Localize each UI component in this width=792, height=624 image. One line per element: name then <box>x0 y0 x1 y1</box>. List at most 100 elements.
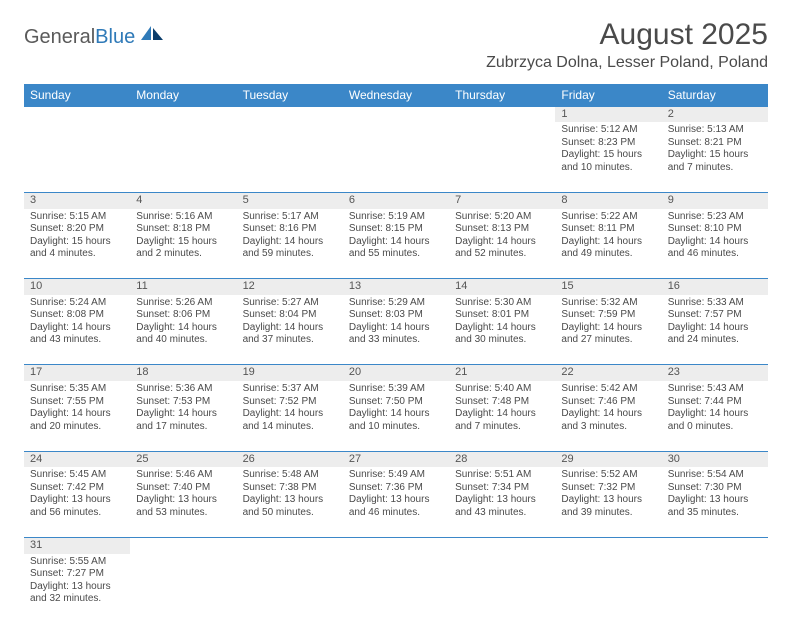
sunrise-text: Sunrise: 5:39 AM <box>349 383 443 396</box>
sunset-text: Sunset: 8:06 PM <box>136 309 230 322</box>
day-details: Sunrise: 5:49 AMSunset: 7:36 PMDaylight:… <box>343 467 449 523</box>
sunset-text: Sunset: 7:38 PM <box>243 482 337 495</box>
weekday-header: Thursday <box>449 84 555 107</box>
daylight-text: Daylight: 13 hours and 39 minutes. <box>561 494 655 519</box>
daylight-text: Daylight: 14 hours and 55 minutes. <box>349 236 443 261</box>
empty-cell <box>24 107 130 123</box>
day-details: Sunrise: 5:39 AMSunset: 7:50 PMDaylight:… <box>343 381 449 437</box>
day-details: Sunrise: 5:23 AMSunset: 8:10 PMDaylight:… <box>662 209 768 265</box>
day-details: Sunrise: 5:40 AMSunset: 7:48 PMDaylight:… <box>449 381 555 437</box>
sunset-text: Sunset: 7:32 PM <box>561 482 655 495</box>
day-number: 15 <box>555 279 661 295</box>
weekday-header: Wednesday <box>343 84 449 107</box>
sunrise-text: Sunrise: 5:26 AM <box>136 297 230 310</box>
sunrise-text: Sunrise: 5:32 AM <box>561 297 655 310</box>
daylight-text: Daylight: 14 hours and 49 minutes. <box>561 236 655 261</box>
sunrise-text: Sunrise: 5:23 AM <box>668 211 762 224</box>
page-header: GeneralBlue August 2025 Zubrzyca Dolna, … <box>24 18 768 76</box>
daylight-text: Daylight: 15 hours and 10 minutes. <box>561 149 655 174</box>
day-data-row: Sunrise: 5:12 AMSunset: 8:23 PMDaylight:… <box>24 122 768 192</box>
day-number: 20 <box>343 365 449 381</box>
sunset-text: Sunset: 8:11 PM <box>561 223 655 236</box>
day-details: Sunrise: 5:33 AMSunset: 7:57 PMDaylight:… <box>662 295 768 351</box>
empty-cell <box>130 537 236 553</box>
sunrise-text: Sunrise: 5:24 AM <box>30 297 124 310</box>
daylight-text: Daylight: 14 hours and 59 minutes. <box>243 236 337 261</box>
daylight-text: Daylight: 15 hours and 2 minutes. <box>136 236 230 261</box>
day-number: 7 <box>449 192 555 208</box>
sunrise-text: Sunrise: 5:46 AM <box>136 469 230 482</box>
empty-cell <box>343 107 449 123</box>
sunset-text: Sunset: 7:50 PM <box>349 396 443 409</box>
day-number: 22 <box>555 365 661 381</box>
day-number-row: 10111213141516 <box>24 279 768 295</box>
sunrise-text: Sunrise: 5:52 AM <box>561 469 655 482</box>
day-number: 12 <box>237 279 343 295</box>
day-details: Sunrise: 5:22 AMSunset: 8:11 PMDaylight:… <box>555 209 661 265</box>
sunset-text: Sunset: 7:59 PM <box>561 309 655 322</box>
day-number: 17 <box>24 365 130 381</box>
title-block: August 2025 Zubrzyca Dolna, Lesser Polan… <box>486 18 768 76</box>
day-number-row: 12 <box>24 107 768 123</box>
sunset-text: Sunset: 8:10 PM <box>668 223 762 236</box>
day-number: 11 <box>130 279 236 295</box>
sunrise-text: Sunrise: 5:45 AM <box>30 469 124 482</box>
location: Zubrzyca Dolna, Lesser Poland, Poland <box>486 54 768 76</box>
sunrise-text: Sunrise: 5:43 AM <box>668 383 762 396</box>
day-number: 5 <box>237 192 343 208</box>
daylight-text: Daylight: 14 hours and 10 minutes. <box>349 408 443 433</box>
weekday-header: Sunday <box>24 84 130 107</box>
sunrise-text: Sunrise: 5:12 AM <box>561 124 655 137</box>
day-number-row: 17181920212223 <box>24 365 768 381</box>
daylight-text: Daylight: 14 hours and 27 minutes. <box>561 322 655 347</box>
day-number-row: 3456789 <box>24 192 768 208</box>
daylight-text: Daylight: 14 hours and 52 minutes. <box>455 236 549 261</box>
empty-cell <box>343 537 449 553</box>
sunrise-text: Sunrise: 5:33 AM <box>668 297 762 310</box>
sunset-text: Sunset: 7:46 PM <box>561 396 655 409</box>
empty-cell <box>237 537 343 553</box>
day-cell: Sunrise: 5:54 AMSunset: 7:30 PMDaylight:… <box>662 467 768 537</box>
sunset-text: Sunset: 8:21 PM <box>668 137 762 150</box>
empty-cell <box>449 122 555 192</box>
day-cell: Sunrise: 5:37 AMSunset: 7:52 PMDaylight:… <box>237 381 343 451</box>
calendar-body: 12Sunrise: 5:12 AMSunset: 8:23 PMDayligh… <box>24 107 768 624</box>
day-number: 19 <box>237 365 343 381</box>
day-number-row: 24252627282930 <box>24 451 768 467</box>
daylight-text: Daylight: 14 hours and 17 minutes. <box>136 408 230 433</box>
sunrise-text: Sunrise: 5:15 AM <box>30 211 124 224</box>
sunset-text: Sunset: 8:15 PM <box>349 223 443 236</box>
day-number: 1 <box>555 107 661 123</box>
day-number: 8 <box>555 192 661 208</box>
empty-cell <box>343 554 449 624</box>
daylight-text: Daylight: 13 hours and 50 minutes. <box>243 494 337 519</box>
day-cell: Sunrise: 5:30 AMSunset: 8:01 PMDaylight:… <box>449 295 555 365</box>
day-cell: Sunrise: 5:12 AMSunset: 8:23 PMDaylight:… <box>555 122 661 192</box>
empty-cell <box>237 107 343 123</box>
day-number: 25 <box>130 451 236 467</box>
day-number: 14 <box>449 279 555 295</box>
day-data-row: Sunrise: 5:15 AMSunset: 8:20 PMDaylight:… <box>24 209 768 279</box>
empty-cell <box>449 107 555 123</box>
daylight-text: Daylight: 14 hours and 30 minutes. <box>455 322 549 347</box>
day-data-row: Sunrise: 5:45 AMSunset: 7:42 PM Daylight:… <box>24 467 768 537</box>
daylight-text: Daylight: 15 hours and 4 minutes. <box>30 236 124 261</box>
day-number: 31 <box>24 537 130 553</box>
sunrise-text: Sunrise: 5:49 AM <box>349 469 443 482</box>
day-details: Sunrise: 5:16 AMSunset: 8:18 PMDaylight:… <box>130 209 236 265</box>
empty-cell <box>662 554 768 624</box>
sunset-text: Sunset: 7:42 PM <box>30 482 124 495</box>
daylight-text: Daylight: 14 hours and 43 minutes. <box>30 322 124 347</box>
day-details: Sunrise: 5:52 AMSunset: 7:32 PMDaylight:… <box>555 467 661 523</box>
day-data-row: Sunrise: 5:35 AMSunset: 7:55 PMDaylight:… <box>24 381 768 451</box>
daylight-text: Daylight: 14 hours and 37 minutes. <box>243 322 337 347</box>
day-details: Sunrise: 5:32 AMSunset: 7:59 PMDaylight:… <box>555 295 661 351</box>
day-details: Sunrise: 5:30 AMSunset: 8:01 PMDaylight:… <box>449 295 555 351</box>
day-data-row: Sunrise: 5:24 AMSunset: 8:08 PMDaylight:… <box>24 295 768 365</box>
empty-cell <box>130 122 236 192</box>
day-number: 23 <box>662 365 768 381</box>
day-cell: Sunrise: 5:51 AMSunset: 7:34 PMDaylight:… <box>449 467 555 537</box>
day-details: Sunrise: 5:48 AMSunset: 7:38 PMDaylight:… <box>237 467 343 523</box>
weekday-header: Tuesday <box>237 84 343 107</box>
empty-cell <box>555 554 661 624</box>
